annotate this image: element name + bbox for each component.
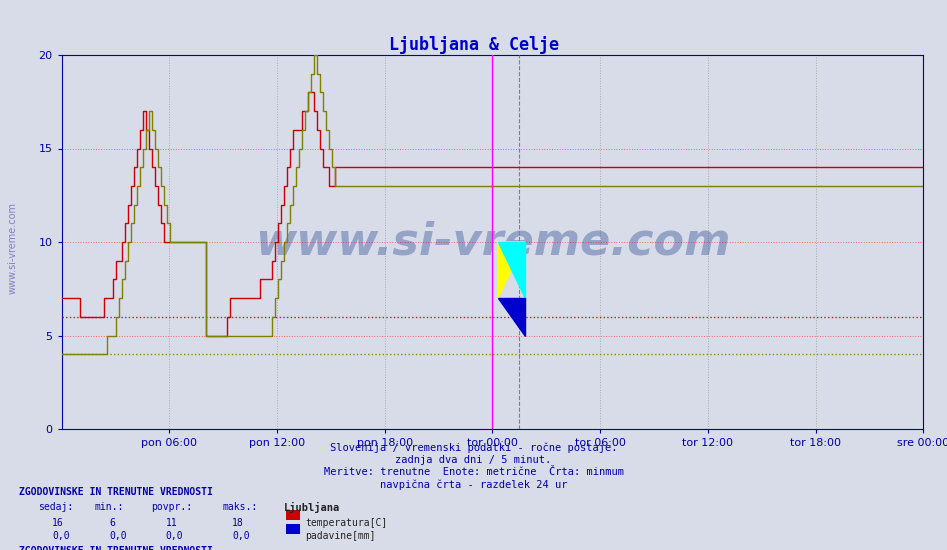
Text: Meritve: trenutne  Enote: metrične  Črta: minmum: Meritve: trenutne Enote: metrične Črta: … — [324, 467, 623, 477]
Text: povpr.:: povpr.: — [152, 502, 192, 512]
Text: ZGODOVINSKE IN TRENUTNE VREDNOSTI: ZGODOVINSKE IN TRENUTNE VREDNOSTI — [19, 487, 213, 497]
Polygon shape — [498, 242, 525, 298]
Text: www.si-vreme.com: www.si-vreme.com — [8, 201, 18, 294]
Text: zadnja dva dni / 5 minut.: zadnja dva dni / 5 minut. — [396, 455, 551, 465]
Text: min.:: min.: — [95, 502, 124, 512]
Text: navpična črta - razdelek 24 ur: navpična črta - razdelek 24 ur — [380, 479, 567, 490]
Text: 18: 18 — [232, 518, 243, 527]
Polygon shape — [498, 242, 525, 298]
Text: 11: 11 — [166, 518, 177, 527]
Polygon shape — [498, 298, 525, 336]
Text: 6: 6 — [109, 518, 115, 527]
Text: 16: 16 — [52, 518, 63, 527]
Text: sedaj:: sedaj: — [38, 502, 73, 512]
Text: ZGODOVINSKE IN TRENUTNE VREDNOSTI: ZGODOVINSKE IN TRENUTNE VREDNOSTI — [19, 546, 213, 550]
Text: 0,0: 0,0 — [52, 531, 70, 541]
Text: Slovenija / vremenski podatki - ročne postaje.: Slovenija / vremenski podatki - ročne po… — [330, 443, 617, 453]
Text: Ljubljana & Celje: Ljubljana & Celje — [388, 36, 559, 54]
Text: padavine[mm]: padavine[mm] — [305, 531, 375, 541]
Text: 0,0: 0,0 — [166, 531, 184, 541]
Text: 0,0: 0,0 — [232, 531, 250, 541]
Text: Ljubljana: Ljubljana — [284, 502, 340, 513]
Text: maks.:: maks.: — [223, 502, 258, 512]
Text: 0,0: 0,0 — [109, 531, 127, 541]
Text: temperatura[C]: temperatura[C] — [305, 518, 387, 527]
Text: www.si-vreme.com: www.si-vreme.com — [255, 221, 730, 263]
